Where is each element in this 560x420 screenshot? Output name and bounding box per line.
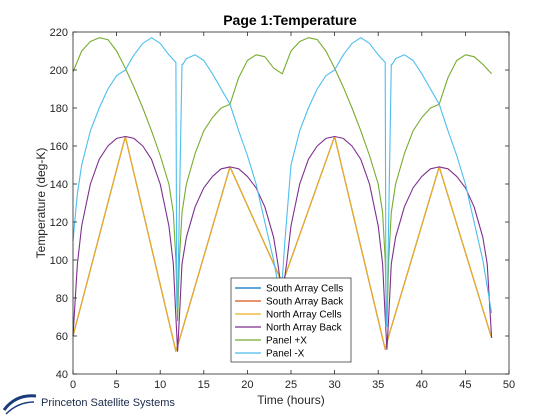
x-tick-label: 50 bbox=[503, 379, 515, 391]
x-axis-ticks: 0 5 10 15 20 25 30 35 40 45 50 bbox=[70, 32, 515, 391]
y-tick-label: 200 bbox=[50, 65, 68, 77]
x-tick-label: 25 bbox=[285, 379, 297, 391]
legend-entry-label: North Array Back bbox=[266, 323, 343, 334]
x-axis-label: Time (hours) bbox=[257, 393, 325, 407]
x-tick-label: 20 bbox=[241, 379, 253, 391]
x-tick-label: 5 bbox=[114, 379, 120, 391]
y-tick-label: 40 bbox=[56, 369, 68, 381]
y-tick-label: 60 bbox=[56, 331, 68, 343]
x-tick-label: 30 bbox=[328, 379, 340, 391]
legend-entry-label: South Array Back bbox=[266, 297, 344, 308]
y-tick-label: 220 bbox=[50, 27, 68, 39]
series-line-panel-x bbox=[72, 37, 493, 328]
legend: South Array Cells South Array Back North A… bbox=[230, 277, 352, 363]
legend-entry-label: Panel -X bbox=[266, 349, 305, 360]
y-tick-label: 120 bbox=[50, 217, 68, 229]
princeton-satellite-logo-icon bbox=[2, 394, 37, 415]
x-tick-label: 40 bbox=[416, 379, 428, 391]
y-axis-ticks: 40 60 80 100 120 140 160 180 200 220 bbox=[50, 27, 509, 381]
logo: Princeton Satellite Systems bbox=[2, 390, 175, 416]
y-tick-label: 100 bbox=[50, 255, 68, 267]
chart-title: Page 1:Temperature bbox=[223, 12, 357, 28]
legend-entry-label: North Array Cells bbox=[266, 310, 342, 321]
y-tick-label: 180 bbox=[50, 103, 68, 115]
y-tick-label: 160 bbox=[50, 141, 68, 153]
x-tick-label: 0 bbox=[70, 379, 76, 391]
x-tick-label: 35 bbox=[372, 379, 384, 391]
y-tick-label: 140 bbox=[50, 179, 68, 191]
x-tick-label: 10 bbox=[154, 379, 166, 391]
x-tick-label: 45 bbox=[459, 379, 471, 391]
legend-entry-label: South Array Cells bbox=[266, 284, 343, 295]
x-tick-label: 15 bbox=[198, 379, 210, 391]
logo-text: Princeton Satellite Systems bbox=[41, 397, 175, 409]
legend-entry-label: Panel +X bbox=[266, 336, 307, 347]
y-tick-label: 80 bbox=[56, 293, 68, 305]
legend-box bbox=[230, 277, 352, 363]
y-axis-label: Temperature (deg-K) bbox=[34, 148, 48, 259]
